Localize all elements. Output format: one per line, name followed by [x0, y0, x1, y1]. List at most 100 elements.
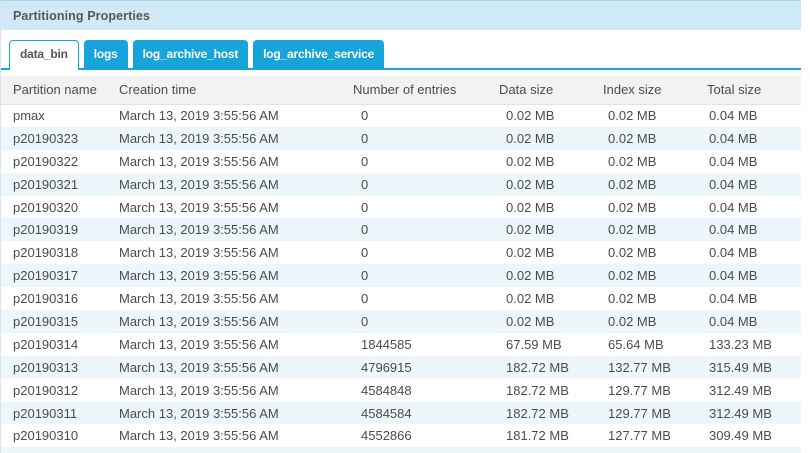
cell-number-of-entries: 4796915 [361, 359, 412, 375]
cell-total-size: 0.04 MB [709, 130, 758, 146]
cell-number-of-entries: 0 [361, 313, 369, 329]
cell-data-size: 182.72 MB [506, 382, 569, 398]
partitions-table: Partition name Creation time Number of e… [1, 76, 801, 447]
cell-creation-time: March 13, 2019 3:55:56 AM [119, 176, 279, 192]
cell-number-of-entries: 4552866 [361, 428, 412, 444]
cell-total-size: 0.04 MB [709, 291, 758, 307]
cell-creation-time: March 13, 2019 3:55:56 AM [119, 199, 279, 215]
cell-partition-name: p20190310 [13, 428, 79, 444]
cell-creation-time: March 13, 2019 3:55:56 AM [119, 313, 279, 329]
cell-total-size: 0.04 MB [709, 245, 758, 261]
cell-data-size: 0.02 MB [506, 130, 555, 146]
cell-number-of-entries: 0 [361, 108, 369, 124]
cell-data-size: 0.02 MB [506, 291, 555, 307]
cell-creation-time: March 13, 2019 3:55:56 AM [119, 245, 279, 261]
cell-partition-name: p20190312 [13, 382, 79, 398]
cell-data-size: 182.72 MB [506, 405, 569, 421]
cell-total-size: 0.04 MB [709, 268, 758, 284]
table-row: p20190310 March 13, 2019 3:55:56 AM 455286… [1, 424, 801, 447]
partition-table-body: pmax March 13, 2019 3:55:56 AM 0 0.02 MB 0.0… [1, 104, 801, 447]
tab-logs[interactable]: logs [83, 40, 128, 68]
table-row: p20190314 March 13, 2019 3:55:56 AM 184458… [1, 333, 801, 356]
cell-total-size: 312.49 MB [709, 382, 772, 398]
column-header-number-of-entries: Number of entries [353, 76, 498, 105]
cell-number-of-entries: 0 [361, 291, 369, 307]
column-header-data-size: Data size [498, 76, 602, 105]
tab-log-archive-host[interactable]: log_archive_host [132, 40, 249, 68]
cell-partition-name: p20190319 [13, 222, 79, 238]
column-header-index-size: Index size [602, 76, 706, 105]
cell-data-size: 67.59 MB [506, 336, 562, 352]
tab-log-archive-service[interactable]: log_archive_service [253, 40, 385, 68]
cell-total-size: 0.04 MB [709, 176, 758, 192]
cell-partition-name: p20190323 [13, 130, 79, 146]
cell-number-of-entries: 0 [361, 199, 369, 215]
cell-data-size: 0.02 MB [506, 199, 555, 215]
cell-partition-name: p20190313 [13, 359, 79, 375]
cell-index-size: 0.02 MB [608, 199, 657, 215]
table-row: p20190318 March 13, 2019 3:55:56 AM 0 0.02 … [1, 241, 801, 264]
next-row-partial [1, 447, 801, 453]
table-header: Partition name Creation time Number of e… [1, 76, 801, 105]
cell-total-size: 0.04 MB [709, 313, 758, 329]
cell-data-size: 0.02 MB [506, 268, 555, 284]
cell-number-of-entries: 0 [361, 222, 369, 238]
panel-titlebar: Partitioning Properties [1, 0, 801, 30]
cell-creation-time: March 13, 2019 3:55:56 AM [119, 428, 279, 444]
cell-total-size: 0.04 MB [709, 108, 758, 124]
cell-data-size: 181.72 MB [506, 428, 569, 444]
cell-partition-name: p20190316 [13, 291, 79, 307]
cell-partition-name: p20190317 [13, 268, 79, 284]
panel-title: Partitioning Properties [13, 8, 151, 23]
cell-partition-name: p20190318 [13, 245, 79, 261]
cell-creation-time: March 13, 2019 3:55:56 AM [119, 336, 279, 352]
cell-number-of-entries: 0 [361, 245, 369, 261]
column-header-total-size: Total size [706, 76, 801, 105]
tab-bar: data_bin logs log_archive_host log_archi… [1, 40, 801, 70]
table-row: p20190311 March 13, 2019 3:55:56 AM 458458… [1, 401, 801, 425]
table-header-row: Partition name Creation time Number of e… [1, 76, 801, 105]
cell-total-size: 309.49 MB [709, 428, 772, 444]
table-row: p20190313 March 13, 2019 3:55:56 AM 479691… [1, 355, 801, 379]
table-row: p20190316 March 13, 2019 3:55:56 AM 0 0.02 … [1, 287, 801, 310]
cell-partition-name: p20190322 [13, 153, 79, 169]
cell-index-size: 0.02 MB [608, 291, 657, 307]
tab-underline [1, 68, 801, 70]
column-header-creation-time: Creation time [119, 76, 353, 105]
cell-creation-time: March 13, 2019 3:55:56 AM [119, 130, 279, 146]
cell-number-of-entries: 0 [361, 130, 369, 146]
cell-creation-time: March 13, 2019 3:55:56 AM [119, 108, 279, 124]
cell-number-of-entries: 4584848 [361, 382, 412, 398]
tab-data-bin[interactable]: data_bin [9, 40, 79, 70]
table-row: p20190319 March 13, 2019 3:55:56 AM 0 0.02 … [1, 218, 801, 242]
column-header-partition-name: Partition name [1, 76, 119, 105]
cell-data-size: 182.72 MB [506, 359, 569, 375]
cell-number-of-entries: 0 [361, 153, 369, 169]
cell-creation-time: March 13, 2019 3:55:56 AM [119, 153, 279, 169]
cell-index-size: 129.77 MB [608, 405, 671, 421]
cell-total-size: 312.49 MB [709, 405, 772, 421]
cell-data-size: 0.02 MB [506, 245, 555, 261]
cell-index-size: 132.77 MB [608, 359, 671, 375]
cell-data-size: 0.02 MB [506, 222, 555, 238]
table-row: p20190322 March 13, 2019 3:55:56 AM 0 0.02 … [1, 150, 801, 173]
table-row: pmax March 13, 2019 3:55:56 AM 0 0.02 MB 0.0… [1, 104, 801, 127]
cell-number-of-entries: 0 [361, 176, 369, 192]
cell-total-size: 133.23 MB [709, 336, 772, 352]
cell-creation-time: March 13, 2019 3:55:56 AM [119, 359, 279, 375]
cell-index-size: 0.02 MB [608, 108, 657, 124]
cell-partition-name: p20190314 [13, 336, 79, 352]
cell-data-size: 0.02 MB [506, 176, 555, 192]
cell-total-size: 315.49 MB [709, 359, 772, 375]
table-row: p20190323 March 13, 2019 3:55:56 AM 0 0.02 … [1, 126, 801, 150]
cell-total-size: 0.04 MB [709, 199, 758, 215]
table-row: p20190321 March 13, 2019 3:55:56 AM 0 0.02 … [1, 172, 801, 196]
cell-index-size: 0.02 MB [608, 153, 657, 169]
cell-index-size: 0.02 MB [608, 313, 657, 329]
cell-index-size: 65.64 MB [608, 336, 664, 352]
cell-creation-time: March 13, 2019 3:55:56 AM [119, 382, 279, 398]
cell-index-size: 0.02 MB [608, 245, 657, 261]
cell-total-size: 0.04 MB [709, 153, 758, 169]
cell-data-size: 0.02 MB [506, 108, 555, 124]
